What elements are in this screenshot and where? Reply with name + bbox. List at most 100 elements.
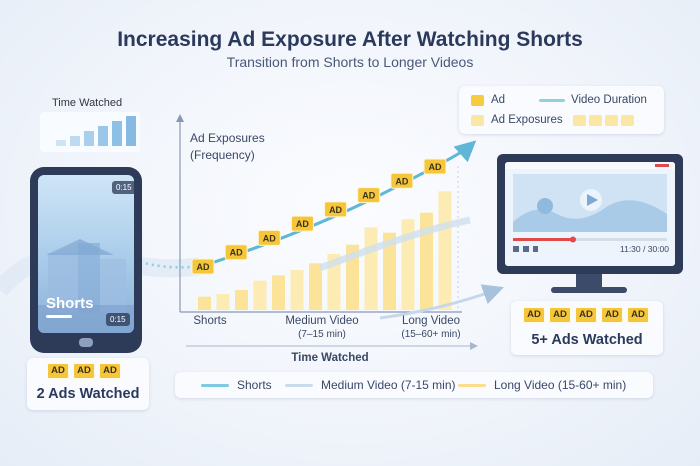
exposure-bar	[346, 244, 359, 310]
ad-marker-label: AD	[197, 262, 210, 272]
legend-video-duration-label: Video Duration	[571, 94, 647, 106]
ad-marker: AD	[357, 187, 381, 204]
x-category-medium: Medium Video (7–15 min)	[280, 315, 364, 340]
x-category-long: Long Video (15–60+ min)	[392, 315, 470, 340]
y-axis-label: Ad Exposures	[190, 131, 265, 145]
right-caption: 5+ Ads Watched	[531, 332, 643, 348]
ad-exposure-swatch-icon	[572, 114, 586, 126]
ad-badge: AD	[73, 363, 95, 379]
page-title: Increasing Ad Exposure After Watching Sh…	[117, 28, 583, 51]
ad-marker-label: AD	[230, 248, 243, 258]
desktop-monitor: 11:30 / 30:00	[497, 154, 683, 274]
medium-line-icon	[285, 383, 313, 387]
exposure-bar	[272, 275, 285, 310]
time-watched-mini-chart	[40, 112, 140, 152]
shorts-video-screen[interactable]: 0:15 Shorts 0:15	[38, 175, 134, 333]
player-scene-icon	[505, 162, 675, 252]
exposure-bar	[216, 294, 230, 310]
bottom-legend: Shorts Medium Video (7-15 min) Long Vide…	[175, 372, 653, 398]
monitor-stand	[576, 274, 602, 288]
ad-exposure-swatch-icon	[604, 114, 618, 126]
bottom-legend-medium: Medium Video (7-15 min)	[285, 378, 456, 392]
x-category-detail: (15–60+ min)	[401, 329, 461, 340]
ad-swatch-icon	[471, 94, 484, 106]
player-time-display: 11:30 / 30:00	[620, 244, 669, 254]
ad-marker-label: AD	[263, 233, 276, 243]
x-axis-label: Time Watched	[291, 352, 369, 364]
ad-badge: AD	[575, 307, 597, 323]
top-legend: Ad Video Duration Ad Exposures	[459, 86, 664, 134]
ad-marker-label: AD	[329, 205, 342, 215]
exposure-bar	[198, 296, 211, 310]
ad-exposure-swatch-icon	[588, 114, 602, 126]
ad-marker-label: AD	[395, 176, 408, 186]
left-caption: 2 Ads Watched	[36, 386, 140, 402]
time-watched-label: Time Watched	[52, 97, 123, 109]
bottom-legend-long: Long Video (15-60+ min)	[458, 378, 626, 392]
ad-marker-label: AD	[362, 191, 375, 201]
ad-badge: AD	[549, 307, 571, 323]
ad-badge: AD	[601, 307, 623, 323]
ad-exposure-swatch-icon	[471, 114, 484, 126]
ad-exposure-swatch-icon	[620, 114, 634, 126]
ad-badge: AD	[99, 363, 121, 379]
line-swatch-icon	[539, 98, 565, 102]
x-category-name: Long Video	[402, 315, 460, 327]
y-axis-sublabel: (Frequency)	[190, 148, 255, 162]
ad-marker: AD	[191, 258, 215, 275]
ad-marker: AD	[390, 172, 414, 189]
phone-progress-bar	[46, 315, 72, 318]
ad-marker-label: AD	[296, 219, 309, 229]
x-category-name: Medium Video	[285, 315, 359, 327]
bottom-legend-shorts: Shorts	[201, 378, 272, 392]
right-ads-panel: AD AD AD AD AD 5+ Ads Watched	[511, 301, 663, 355]
phone-shorts-title: Shorts	[46, 295, 94, 312]
ad-marker: AD	[423, 158, 447, 175]
ad-marker: AD	[324, 201, 348, 218]
left-ads-panel: AD AD AD 2 Ads Watched	[27, 358, 149, 410]
long-video-player[interactable]: 11:30 / 30:00	[505, 162, 675, 266]
legend-item-ad-exposures: Ad Exposures	[471, 114, 634, 126]
monitor-base	[551, 287, 627, 293]
exposure-bar	[309, 263, 322, 310]
mini-bars-icon	[56, 116, 136, 146]
exposure-bar	[438, 191, 452, 310]
smartphone: 0:15 Shorts 0:15	[30, 167, 142, 353]
ad-marker: AD	[224, 244, 248, 261]
city-scene-icon	[38, 239, 134, 333]
shorts-line-icon	[201, 383, 229, 387]
exposure-bar	[327, 254, 341, 310]
ad-marker: AD	[290, 215, 314, 232]
ad-badge: AD	[47, 363, 69, 379]
legend-item-ad: Ad	[471, 94, 505, 106]
page-subtitle: Transition from Shorts to Longer Videos	[226, 54, 474, 70]
exposure-bar	[235, 290, 248, 310]
legend-ad-exposures-label: Ad Exposures	[491, 114, 563, 126]
ad-marker-label: AD	[429, 162, 442, 172]
ad-marker: AD	[257, 229, 281, 246]
exposure-bar	[364, 227, 378, 310]
bottom-legend-shorts-label: Shorts	[237, 378, 272, 392]
bottom-legend-long-label: Long Video (15-60+ min)	[494, 378, 627, 392]
exposure-bar	[383, 232, 396, 310]
x-category-name: Shorts	[193, 315, 227, 327]
exposure-bar	[401, 219, 415, 310]
exposure-bar	[420, 212, 433, 310]
x-category-shorts: Shorts	[180, 315, 240, 327]
time-axis-arrow-icon	[470, 342, 478, 350]
x-category-detail: (7–15 min)	[298, 329, 346, 340]
phone-time-badge-bottom: 0:15	[106, 313, 130, 326]
legend-item-video-duration: Video Duration	[539, 94, 647, 106]
medium-trend-band	[318, 216, 471, 272]
ad-badge: AD	[523, 307, 545, 323]
home-button[interactable]	[79, 338, 93, 347]
bottom-legend-medium-label: Medium Video (7-15 min)	[321, 378, 456, 392]
exposure-bar	[290, 270, 304, 310]
legend-ad-label: Ad	[491, 94, 506, 106]
long-line-icon	[458, 383, 486, 387]
y-axis-arrow-icon	[176, 114, 184, 122]
phone-time-badge: 0:15	[112, 181, 134, 194]
ad-badge: AD	[627, 307, 649, 323]
transition-arrow	[379, 284, 504, 320]
